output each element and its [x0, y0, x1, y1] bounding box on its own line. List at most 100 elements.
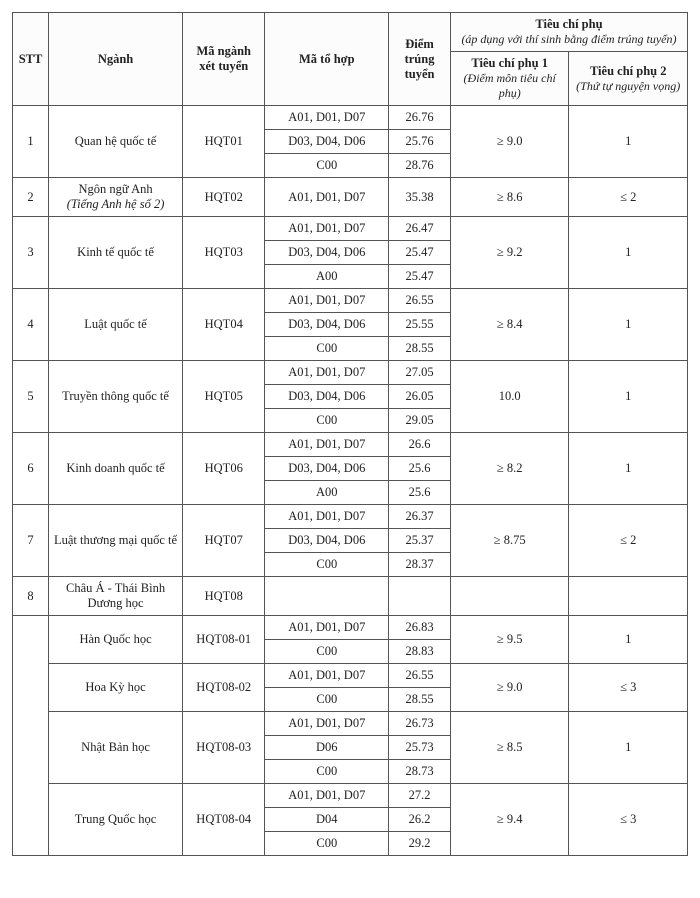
cell-diem: 25.37: [389, 529, 451, 553]
cell-phu1: ≥ 8.5: [450, 712, 569, 784]
cell-stt: 7: [13, 505, 49, 577]
cell-tohop: D06: [265, 736, 389, 760]
cell-phu2: ≤ 2: [569, 505, 688, 577]
cell-phu1: ≥ 8.2: [450, 433, 569, 505]
cell-phu1: 10.0: [450, 361, 569, 433]
cell-diem: 26.47: [389, 217, 451, 241]
col-phu1: Tiêu chí phụ 1 (Điểm môn tiêu chí phụ): [450, 52, 569, 106]
cell-phu1: ≥ 9.0: [450, 106, 569, 178]
cell-diem: 26.05: [389, 385, 451, 409]
cell-diem: 25.6: [389, 481, 451, 505]
cell-diem: 25.76: [389, 130, 451, 154]
cell-phu1: ≥ 8.75: [450, 505, 569, 577]
cell-stt: 4: [13, 289, 49, 361]
table-body: 1Quan hệ quốc tếHQT01A01, D01, D0726.76≥…: [13, 106, 688, 856]
cell-diem: 27.2: [389, 784, 451, 808]
cell-tohop: D03, D04, D06: [265, 385, 389, 409]
table-row: 3Kinh tế quốc tếHQT03A01, D01, D0726.47≥…: [13, 217, 688, 241]
cell-nganh: Kinh tế quốc tế: [49, 217, 183, 289]
table-row: 1Quan hệ quốc tếHQT01A01, D01, D0726.76≥…: [13, 106, 688, 130]
cell-tohop: A00: [265, 481, 389, 505]
cell-phu2: 1: [569, 361, 688, 433]
cell-diem: [389, 577, 451, 616]
cell-tohop: A01, D01, D07: [265, 784, 389, 808]
cell-phu2: ≤ 3: [569, 664, 688, 712]
admission-table: STT Ngành Mã ngành xét tuyển Mã tổ hợp Đ…: [12, 12, 688, 856]
cell-diem: 29.2: [389, 832, 451, 856]
phu-note: (áp dụng với thí sinh bằng điểm trúng tu…: [461, 32, 676, 46]
cell-ma: HQT08: [183, 577, 265, 616]
cell-diem: 26.55: [389, 289, 451, 313]
cell-phu1: ≥ 8.6: [450, 178, 569, 217]
table-row: Hàn Quốc họcHQT08-01A01, D01, D0726.83≥ …: [13, 616, 688, 640]
cell-nganh: Ngôn ngữ Anh(Tiếng Anh hệ số 2): [49, 178, 183, 217]
table-row: 8Châu Á - Thái Bình Dương họcHQT08: [13, 577, 688, 616]
table-row: Trung Quốc họcHQT08-04A01, D01, D0727.2≥…: [13, 784, 688, 808]
cell-tohop: A01, D01, D07: [265, 289, 389, 313]
cell-tohop: C00: [265, 640, 389, 664]
cell-diem: 26.73: [389, 712, 451, 736]
cell-diem: 28.55: [389, 688, 451, 712]
cell-ma: HQT08-03: [183, 712, 265, 784]
cell-diem: 26.2: [389, 808, 451, 832]
cell-tohop: C00: [265, 688, 389, 712]
cell-diem: 26.6: [389, 433, 451, 457]
cell-tohop: A01, D01, D07: [265, 433, 389, 457]
cell-ma: HQT01: [183, 106, 265, 178]
cell-tohop: A01, D01, D07: [265, 217, 389, 241]
cell-ma: HQT03: [183, 217, 265, 289]
cell-phu2: ≤ 3: [569, 784, 688, 856]
cell-nganh: Nhật Bản học: [49, 712, 183, 784]
cell-nganh: Kinh doanh quốc tế: [49, 433, 183, 505]
cell-tohop: C00: [265, 154, 389, 178]
cell-phu1: ≥ 9.2: [450, 217, 569, 289]
table-row: 2Ngôn ngữ Anh(Tiếng Anh hệ số 2)HQT02A01…: [13, 178, 688, 217]
table-row: Nhật Bản họcHQT08-03A01, D01, D0726.73≥ …: [13, 712, 688, 736]
cell-diem: 28.76: [389, 154, 451, 178]
cell-tohop: D03, D04, D06: [265, 130, 389, 154]
cell-diem: 26.76: [389, 106, 451, 130]
cell-tohop: A01, D01, D07: [265, 505, 389, 529]
cell-tohop: A01, D01, D07: [265, 616, 389, 640]
cell-stt: [13, 616, 49, 856]
cell-diem: 27.05: [389, 361, 451, 385]
cell-tohop: A01, D01, D07: [265, 106, 389, 130]
cell-phu2: 1: [569, 616, 688, 664]
cell-tohop: C00: [265, 409, 389, 433]
cell-stt: 1: [13, 106, 49, 178]
cell-ma: HQT08-02: [183, 664, 265, 712]
col-tohop: Mã tổ hợp: [265, 13, 389, 106]
cell-tohop: [265, 577, 389, 616]
cell-tohop: C00: [265, 760, 389, 784]
cell-ma: HQT06: [183, 433, 265, 505]
cell-nganh: Hoa Kỳ học: [49, 664, 183, 712]
cell-ma: HQT07: [183, 505, 265, 577]
cell-tohop: D03, D04, D06: [265, 313, 389, 337]
cell-stt: 8: [13, 577, 49, 616]
cell-tohop: A01, D01, D07: [265, 664, 389, 688]
cell-phu2: 1: [569, 217, 688, 289]
cell-diem: 28.83: [389, 640, 451, 664]
col-nganh: Ngành: [49, 13, 183, 106]
col-stt: STT: [13, 13, 49, 106]
cell-stt: 3: [13, 217, 49, 289]
cell-nganh: Quan hệ quốc tế: [49, 106, 183, 178]
cell-diem: 25.47: [389, 265, 451, 289]
cell-diem: 28.73: [389, 760, 451, 784]
phu2-note: (Thứ tự nguyện vọng): [576, 79, 680, 93]
table-row: 6Kinh doanh quốc tếHQT06A01, D01, D0726.…: [13, 433, 688, 457]
cell-tohop: D03, D04, D06: [265, 529, 389, 553]
phu-title: Tiêu chí phụ: [535, 17, 602, 31]
cell-tohop: D03, D04, D06: [265, 457, 389, 481]
cell-diem: 28.55: [389, 337, 451, 361]
cell-diem: 29.05: [389, 409, 451, 433]
cell-stt: 6: [13, 433, 49, 505]
cell-ma: HQT08-01: [183, 616, 265, 664]
cell-tohop: A01, D01, D07: [265, 178, 389, 217]
cell-ma: HQT02: [183, 178, 265, 217]
cell-phu1: ≥ 9.0: [450, 664, 569, 712]
cell-tohop: A01, D01, D07: [265, 361, 389, 385]
col-phu: Tiêu chí phụ (áp dụng với thí sinh bằng …: [450, 13, 687, 52]
cell-phu2: 1: [569, 106, 688, 178]
cell-diem: 25.73: [389, 736, 451, 760]
